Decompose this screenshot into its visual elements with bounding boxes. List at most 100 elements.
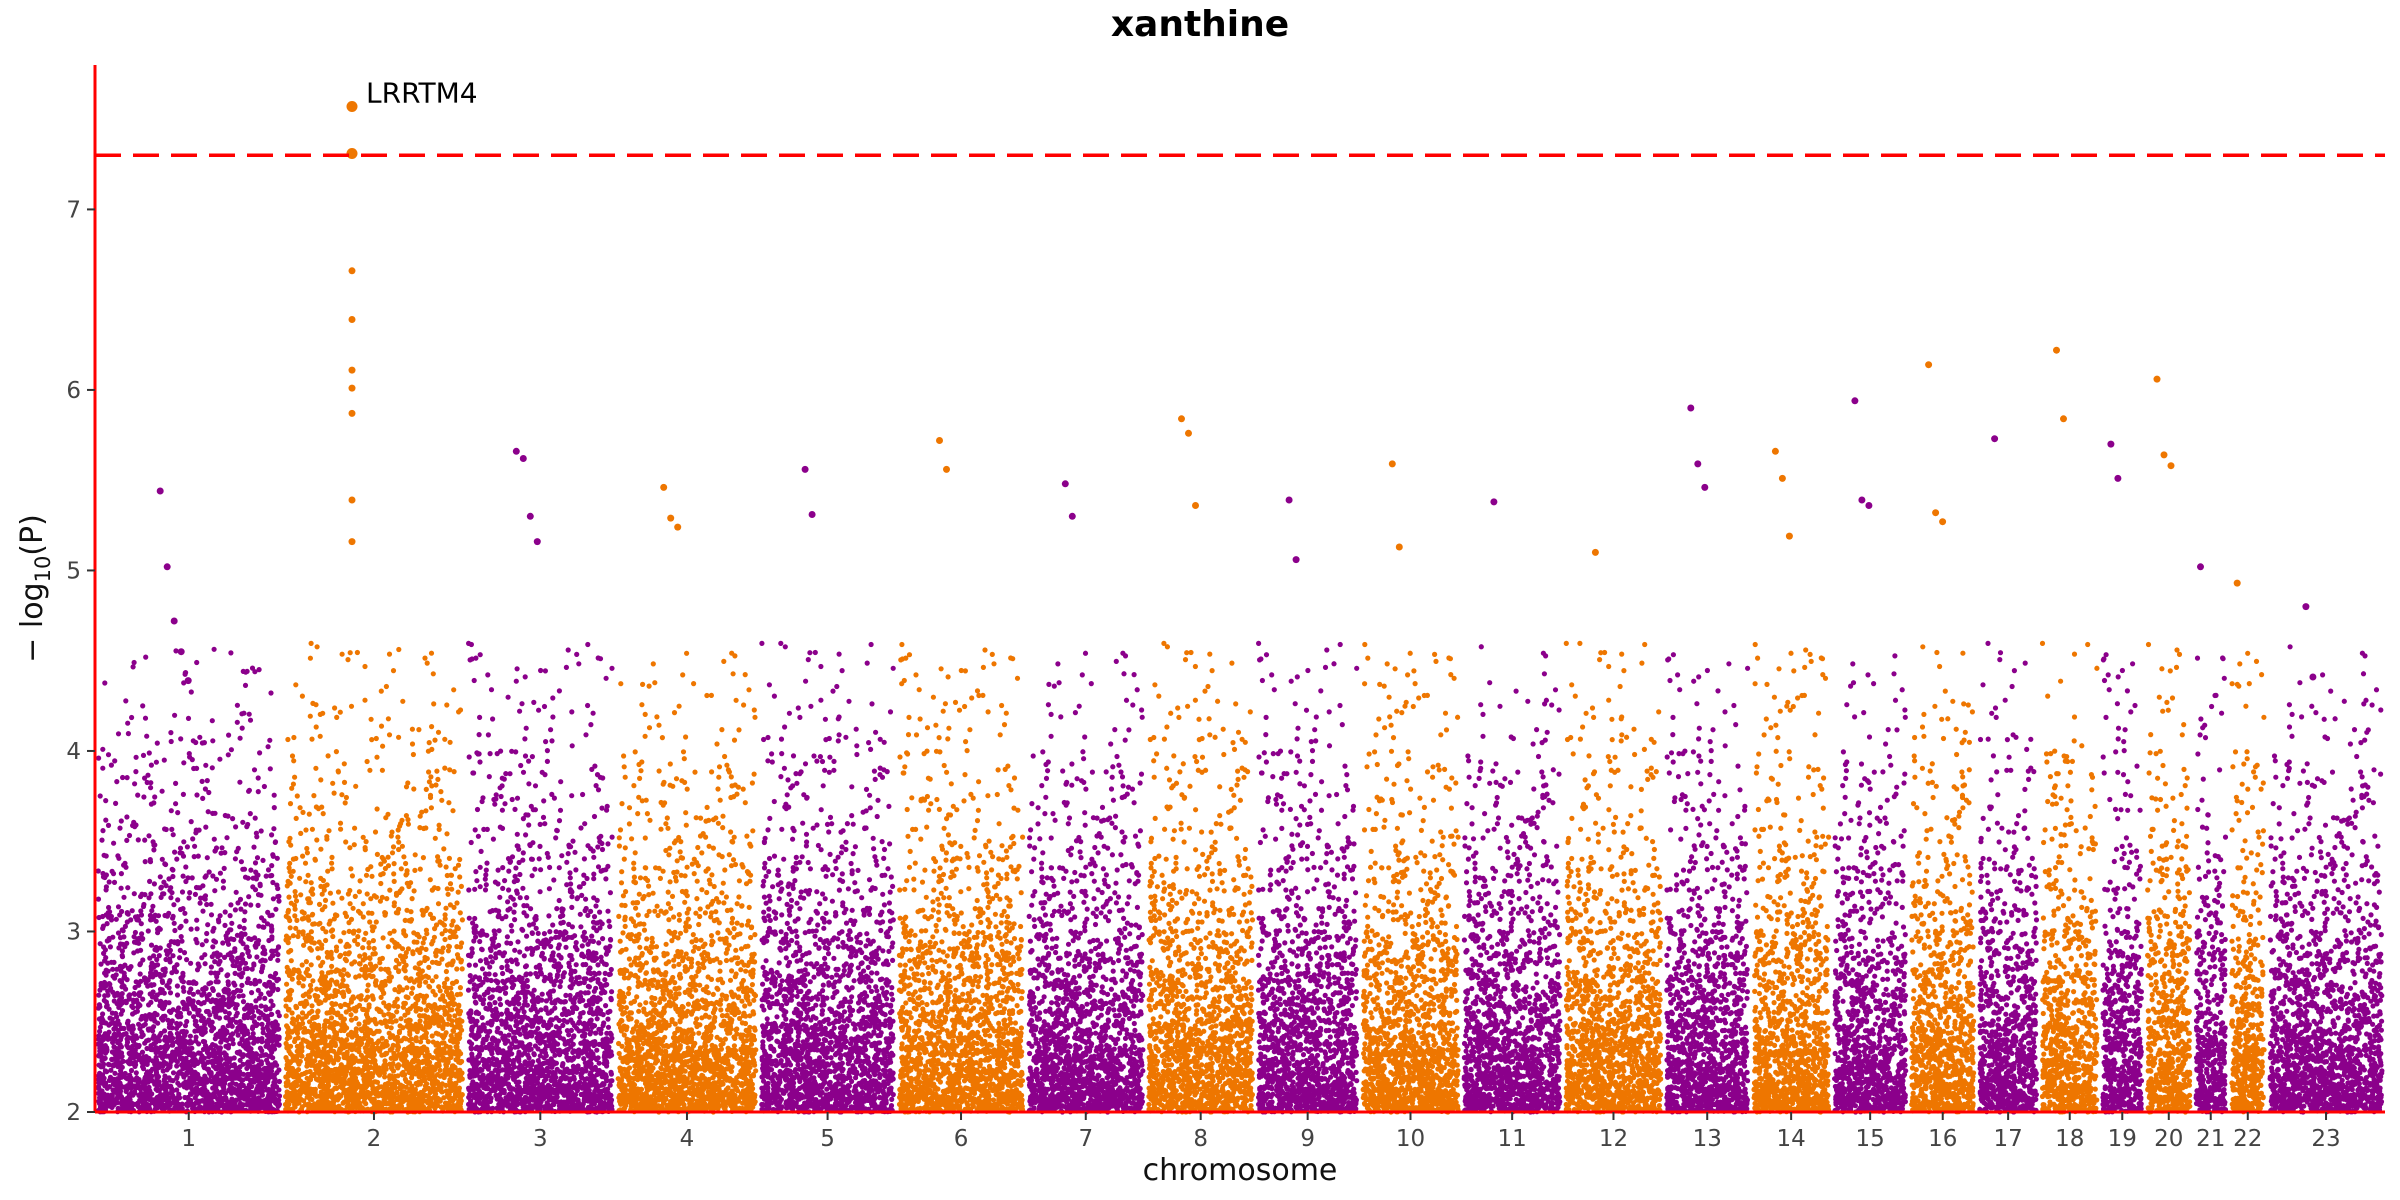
x-axis-title: chromosome	[1143, 1153, 1338, 1188]
y-axis-title-subscript: 10	[31, 556, 55, 583]
x-tick-label-chr11: 11	[1498, 1126, 1527, 1152]
x-axis-ticks: 1 2 3 4 5 6 7 8 9 10 11 12 13 14 15 16 17 18 19 20 21 22 23	[181, 1112, 2341, 1152]
chromosome-11-points	[1461, 644, 1563, 1115]
x-tick-label-chr17: 17	[1993, 1126, 2022, 1152]
peak-point-chr4	[660, 483, 668, 491]
x-tick-label-chr3: 3	[533, 1126, 548, 1152]
peak-point-chr4	[667, 514, 675, 522]
chromosome-15-points	[1832, 653, 1909, 1115]
snp-points-layer	[95, 640, 2385, 1115]
peak-point-chr19	[2107, 440, 2115, 448]
peak-point-chr2	[348, 496, 356, 504]
peak-point-chr20	[2160, 451, 2168, 459]
x-tick-label-chr10: 10	[1396, 1126, 1425, 1152]
x-tick-label-chr2: 2	[367, 1126, 382, 1152]
peak-point-chr15	[1851, 397, 1859, 405]
peak-point-chr5	[808, 511, 816, 518]
y-tick-label: 7	[66, 197, 81, 223]
peak-point-chr7	[1061, 480, 1069, 488]
x-tick-label-chr1: 1	[181, 1126, 196, 1152]
chromosome-9-points	[1255, 640, 1360, 1115]
chromosome-17-points	[1977, 640, 2040, 1115]
peak-point-chr13	[1694, 460, 1702, 468]
peak-point-chr1	[177, 648, 185, 656]
peak-point-chr23	[2309, 673, 2317, 681]
chromosome-10-points	[1360, 641, 1461, 1115]
peak-point-chr2	[346, 101, 358, 112]
peak-point-chr3	[512, 447, 520, 455]
chromosome-21-points	[2193, 655, 2229, 1115]
peak-point-chr19	[2114, 474, 2122, 482]
x-tick-label-chr15: 15	[1856, 1126, 1885, 1152]
peak-point-chr8	[1192, 502, 1199, 509]
x-tick-label-chr22: 22	[2233, 1126, 2262, 1152]
peak-point-chr1	[184, 677, 192, 685]
y-tick-label: 5	[66, 558, 81, 584]
peak-points-layer	[156, 101, 2317, 685]
peak-point-chr14	[1778, 474, 1786, 482]
peak-point-chr10	[1388, 460, 1396, 468]
chromosome-7-points	[1026, 650, 1146, 1115]
peak-point-chr13	[1701, 483, 1709, 491]
x-tick-label-chr9: 9	[1300, 1126, 1315, 1152]
peak-point-chr8	[1178, 415, 1185, 423]
chromosome-1-points	[95, 646, 283, 1115]
peak-point-chr18	[2053, 346, 2060, 354]
chromosome-20-points	[2145, 641, 2193, 1115]
peak-point-chr2	[348, 267, 356, 275]
x-tick-label-chr18: 18	[2055, 1126, 2084, 1152]
peak-point-chr2	[348, 409, 356, 417]
peak-point-chr23	[2302, 603, 2310, 611]
peak-point-chr12	[1591, 548, 1599, 556]
peak-point-chr1	[170, 617, 178, 625]
y-axis-title: − log10(P)	[15, 514, 55, 663]
x-tick-label-chr19: 19	[2108, 1126, 2137, 1152]
peak-point-chr1	[163, 563, 171, 571]
peak-point-chr20	[2153, 375, 2161, 383]
peak-point-chr3	[526, 512, 534, 520]
annotations-layer: LRRTM4	[366, 77, 478, 110]
chromosome-2-points	[282, 640, 465, 1115]
peak-point-chr2	[346, 148, 358, 159]
chromosome-5-points	[759, 640, 896, 1115]
x-tick-label-chr4: 4	[680, 1126, 695, 1152]
chromosome-8-points	[1146, 640, 1256, 1115]
y-tick-label: 2	[66, 1100, 81, 1126]
peak-point-chr17	[1991, 435, 1999, 443]
x-tick-label-chr6: 6	[954, 1126, 969, 1152]
peak-point-chr9	[1285, 496, 1293, 504]
y-tick-label: 6	[66, 378, 81, 404]
peak-point-chr13	[1687, 404, 1695, 412]
chart-title: xanthine	[1110, 4, 1290, 45]
chromosome-16-points	[1909, 644, 1977, 1115]
chromosome-12-points	[1563, 640, 1664, 1115]
x-tick-label-chr5: 5	[820, 1126, 835, 1152]
peak-point-chr22	[2233, 579, 2241, 587]
peak-point-chr2	[348, 316, 356, 323]
y-axis-ticks: 2 3 4 5 6 7	[66, 197, 95, 1126]
peak-point-chr6	[936, 437, 943, 444]
peak-point-chr3	[533, 538, 541, 546]
x-tick-label-chr13: 13	[1693, 1126, 1722, 1152]
y-tick-label: 4	[66, 739, 81, 765]
peak-point-chr16	[1932, 509, 1940, 517]
y-axis-title-variable: (P)	[15, 514, 50, 556]
chromosome-3-points	[465, 640, 615, 1115]
peak-point-chr1	[156, 487, 164, 495]
x-tick-label-chr7: 7	[1078, 1126, 1093, 1152]
peak-point-chr18	[2060, 415, 2067, 423]
chromosome-22-points	[2229, 650, 2267, 1115]
chromosome-13-points	[1664, 652, 1751, 1115]
peak-point-chr20	[2167, 462, 2175, 470]
x-tick-label-chr8: 8	[1193, 1126, 1208, 1152]
x-tick-label-chr23: 23	[2311, 1126, 2340, 1152]
x-tick-label-chr16: 16	[1928, 1126, 1957, 1152]
peak-point-chr14	[1771, 447, 1779, 455]
annotation-label: LRRTM4	[366, 77, 478, 110]
peak-point-chr8	[1185, 429, 1192, 437]
y-axis-title-main: − log	[15, 582, 50, 662]
chromosome-14-points	[1751, 641, 1832, 1115]
peak-point-chr10	[1395, 543, 1403, 551]
peak-point-chr2	[348, 384, 356, 392]
peak-point-chr14	[1785, 532, 1793, 540]
